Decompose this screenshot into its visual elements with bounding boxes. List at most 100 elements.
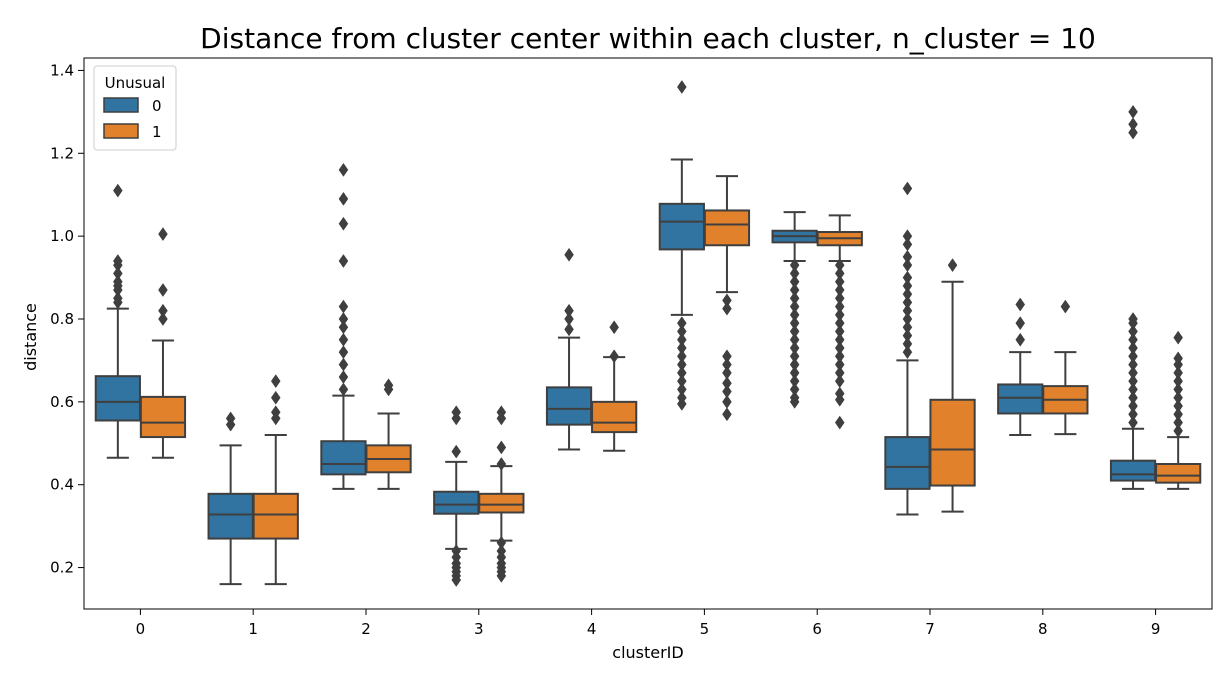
outlier-point <box>338 357 349 372</box>
outlier-point <box>564 312 574 326</box>
outlier-point <box>496 457 507 471</box>
box-iqr <box>703 209 751 247</box>
x-tick-label: 3 <box>474 620 484 638</box>
outlier-point <box>902 312 913 326</box>
outlier-point <box>113 291 123 306</box>
outlier-point <box>1173 330 1183 345</box>
outlier-point <box>1128 341 1138 355</box>
box-cluster-9-unusual-0 <box>1109 104 1157 490</box>
outlier-point <box>1128 390 1138 405</box>
box-cluster-3-unusual-1 <box>478 405 525 583</box>
outlier-point <box>677 396 687 411</box>
outlier-point <box>1128 357 1138 372</box>
outlier-point <box>225 411 236 426</box>
box-cluster-4-unusual-1 <box>591 320 638 452</box>
outlier-point <box>902 270 913 285</box>
outlier-point <box>338 332 349 347</box>
outlier-point <box>1173 399 1183 413</box>
outlier-point <box>902 320 913 335</box>
outlier-point <box>1128 374 1138 389</box>
x-axis-label: clusterID <box>612 643 683 662</box>
legend-title: Unusual <box>105 74 166 92</box>
outlier-point <box>722 407 732 422</box>
legend-entry-0: 0 <box>152 97 162 115</box>
outlier-point <box>1173 423 1183 438</box>
box-iqr <box>433 490 480 515</box>
outlier-point <box>564 247 574 262</box>
box-cluster-4-unusual-0 <box>545 247 593 451</box>
box-iqr <box>207 492 254 540</box>
outlier-point <box>609 320 619 335</box>
outlier-point <box>158 303 168 318</box>
outlier-point <box>902 328 913 343</box>
box-iqr <box>545 386 593 426</box>
outlier-point <box>902 303 913 318</box>
box-cluster-5-unusual-1 <box>703 175 751 422</box>
outlier-point <box>1128 125 1138 140</box>
outlier-point <box>1128 324 1138 339</box>
outlier-point <box>1015 297 1026 312</box>
outlier-point <box>902 278 913 293</box>
outlier-point <box>113 183 123 198</box>
outlier-point <box>1128 104 1138 119</box>
outlier-point <box>1128 407 1138 422</box>
outlier-point <box>902 336 913 351</box>
outlier-point <box>496 405 507 420</box>
x-tick-label: 9 <box>1151 620 1161 638</box>
outlier-point <box>158 227 168 242</box>
box-cluster-6-unusual-0 <box>771 211 818 409</box>
outlier-point <box>1128 332 1138 347</box>
box-cluster-7-unusual-1 <box>929 258 976 513</box>
outlier-point <box>1173 374 1183 389</box>
chart-title: Distance from cluster center within each… <box>200 22 1096 55</box>
outlier-point <box>338 312 349 326</box>
outlier-point <box>902 287 913 302</box>
outlier-point <box>113 254 123 268</box>
outlier-point <box>1128 415 1138 430</box>
box-cluster-9-unusual-1 <box>1155 330 1202 490</box>
outlier-point <box>158 283 168 297</box>
box-cluster-0-unusual-1 <box>139 227 187 459</box>
box-cluster-2-unusual-1 <box>365 378 412 490</box>
box-cluster-7-unusual-0 <box>884 181 931 516</box>
outlier-point <box>902 181 913 196</box>
outlier-point <box>902 295 913 310</box>
outlier-point <box>1173 390 1183 405</box>
outlier-point <box>113 266 123 281</box>
legend: Unusual 0 1 <box>93 65 177 151</box>
outlier-point <box>1128 349 1138 364</box>
outlier-point <box>1128 365 1138 380</box>
box-cluster-1-unusual-1 <box>252 374 299 586</box>
outlier-point <box>564 322 574 337</box>
outlier-point <box>609 349 619 364</box>
outlier-point <box>834 374 845 389</box>
outlier-point <box>1128 382 1138 397</box>
box-cluster-2-unusual-0 <box>320 162 367 490</box>
box-iqr <box>658 202 705 251</box>
outlier-point <box>1128 312 1138 326</box>
outlier-point <box>496 440 507 455</box>
outlier-point <box>1128 399 1138 413</box>
box-iqr <box>320 440 367 476</box>
outlier-point <box>1015 316 1026 331</box>
box-iqr <box>94 375 141 422</box>
y-tick-label: 0.6 <box>50 393 74 411</box>
box-iqr <box>591 400 638 434</box>
outlier-point <box>1173 365 1183 380</box>
plot-area: 0.2 0.4 0.6 0.8 1.0 1.2 1.4 0 1 2 3 4 5 6 7 8 9 <box>50 57 1213 638</box>
y-tick-label: 0.4 <box>50 476 74 494</box>
outlier-point <box>902 258 913 273</box>
outlier-point <box>451 573 462 587</box>
outlier-point <box>1128 117 1138 132</box>
box-cluster-0-unusual-0 <box>94 183 141 459</box>
x-tick-label: 2 <box>361 620 371 638</box>
x-tick-label: 0 <box>136 620 146 638</box>
outlier-point <box>677 80 687 94</box>
y-tick-label: 0.8 <box>50 310 74 328</box>
outlier-point <box>270 390 281 405</box>
box-iqr <box>929 398 976 487</box>
box-iqr <box>478 492 525 514</box>
outlier-point <box>113 274 123 289</box>
outlier-point <box>1060 299 1071 314</box>
